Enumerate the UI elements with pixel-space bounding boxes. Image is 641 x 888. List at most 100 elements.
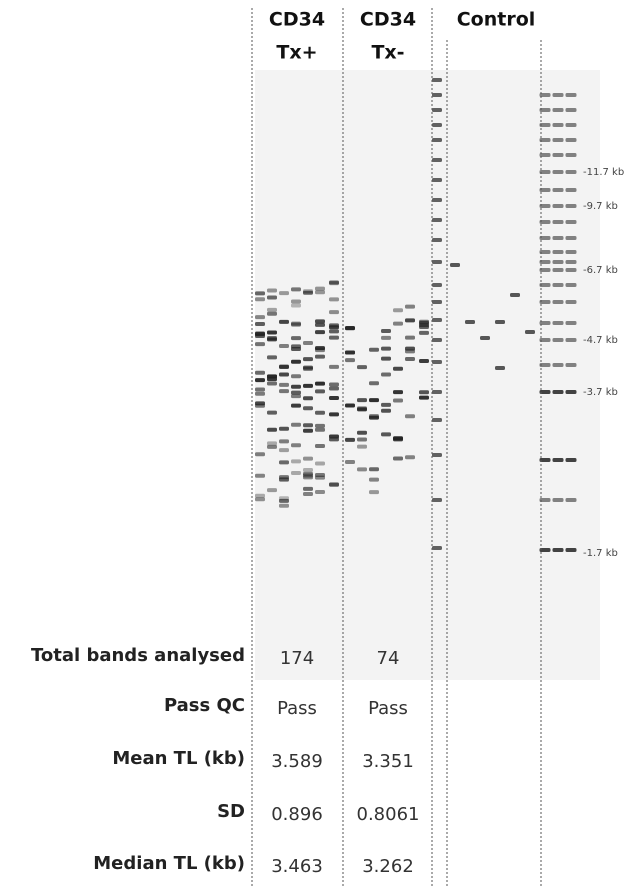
gel-band bbox=[291, 423, 301, 427]
gel-band bbox=[381, 409, 391, 413]
gel-band bbox=[432, 158, 442, 162]
gel-band bbox=[329, 383, 339, 387]
gel-band bbox=[303, 396, 313, 400]
gel-band bbox=[432, 283, 442, 287]
gel-band bbox=[419, 323, 429, 327]
gel-band bbox=[291, 385, 301, 389]
gel-band bbox=[553, 170, 564, 174]
gel-band bbox=[357, 398, 367, 402]
gel-band bbox=[566, 338, 577, 342]
gel-band bbox=[566, 138, 577, 142]
gel-band bbox=[393, 390, 403, 394]
gel-band bbox=[369, 490, 379, 494]
gel-band bbox=[329, 482, 339, 486]
gel-background bbox=[255, 70, 600, 680]
gel-band bbox=[432, 453, 442, 457]
gel-band bbox=[369, 414, 379, 418]
gel-band bbox=[315, 411, 325, 415]
gel-band bbox=[553, 390, 564, 394]
row-label: SD bbox=[217, 801, 245, 822]
gel-band bbox=[329, 386, 339, 390]
gel-band bbox=[393, 322, 403, 326]
gel-band bbox=[432, 198, 442, 202]
ladder-label: -4.7 kb bbox=[583, 335, 618, 346]
gel-band bbox=[267, 330, 277, 334]
gel-band bbox=[267, 308, 277, 312]
cell-value: Pass bbox=[368, 698, 408, 719]
gel-band bbox=[566, 188, 577, 192]
gel-band bbox=[267, 377, 277, 381]
gel-band bbox=[432, 108, 442, 112]
gel-band bbox=[315, 382, 325, 386]
gel-band bbox=[553, 204, 564, 208]
gel-band bbox=[432, 390, 442, 394]
gel-band bbox=[267, 288, 277, 292]
gel-band bbox=[303, 475, 313, 479]
cell-value: 3.463 bbox=[271, 856, 323, 877]
gel-band bbox=[279, 372, 289, 376]
gel-band bbox=[566, 170, 577, 174]
gel-band bbox=[553, 498, 564, 502]
gel-band bbox=[381, 432, 391, 436]
gel-band bbox=[357, 406, 367, 410]
cell-value: 174 bbox=[280, 648, 314, 669]
gel-band bbox=[267, 445, 277, 449]
gel-band bbox=[566, 123, 577, 127]
gel-band bbox=[291, 404, 301, 408]
gel-band bbox=[267, 312, 277, 316]
gel-band bbox=[303, 472, 313, 476]
gel-band bbox=[345, 358, 355, 362]
gel-band bbox=[432, 218, 442, 222]
gel-band bbox=[267, 382, 277, 386]
cell-value: 0.896 bbox=[271, 804, 323, 825]
gel-band bbox=[432, 498, 442, 502]
gel-band bbox=[329, 365, 339, 369]
gel-band bbox=[303, 429, 313, 433]
gel-band bbox=[255, 388, 265, 392]
column-header: Tx- bbox=[371, 42, 404, 64]
gel-band bbox=[566, 300, 577, 304]
gel-band bbox=[432, 300, 442, 304]
gel-band bbox=[329, 396, 339, 400]
cell-value: Pass bbox=[277, 698, 317, 719]
gel-band bbox=[329, 435, 339, 439]
gel-band bbox=[279, 496, 289, 500]
gel-band bbox=[405, 414, 415, 418]
gel-band bbox=[315, 346, 325, 350]
gel-band bbox=[315, 330, 325, 334]
gel-band bbox=[566, 220, 577, 224]
gel-band bbox=[393, 437, 403, 441]
gel-band bbox=[357, 445, 367, 449]
gel-band bbox=[393, 457, 403, 461]
gel-band bbox=[566, 250, 577, 254]
gel-band bbox=[480, 336, 490, 340]
gel-band bbox=[405, 357, 415, 361]
row-label: Total bands analysed bbox=[31, 645, 245, 666]
gel-band bbox=[345, 351, 355, 355]
gel-band bbox=[315, 287, 325, 291]
gel-band bbox=[566, 548, 577, 552]
gel-band bbox=[315, 290, 325, 294]
gel-band bbox=[303, 406, 313, 410]
gel-band bbox=[291, 303, 301, 307]
gel-band bbox=[369, 478, 379, 482]
gel-band bbox=[303, 357, 313, 361]
gel-band bbox=[553, 108, 564, 112]
gel-band bbox=[345, 404, 355, 408]
gel-band bbox=[432, 123, 442, 127]
gel-band bbox=[566, 363, 577, 367]
gel-band bbox=[267, 488, 277, 492]
gel-band bbox=[329, 297, 339, 301]
gel-band bbox=[381, 329, 391, 333]
gel-band bbox=[553, 458, 564, 462]
gel-band bbox=[255, 378, 265, 382]
gel-band bbox=[279, 439, 289, 443]
gel-band bbox=[553, 236, 564, 240]
gel-band bbox=[553, 321, 564, 325]
gel-band bbox=[369, 348, 379, 352]
gel-band bbox=[255, 297, 265, 301]
gel-band bbox=[303, 457, 313, 461]
gel-band bbox=[419, 390, 429, 394]
gel-band bbox=[405, 318, 415, 322]
gel-band bbox=[303, 468, 313, 472]
